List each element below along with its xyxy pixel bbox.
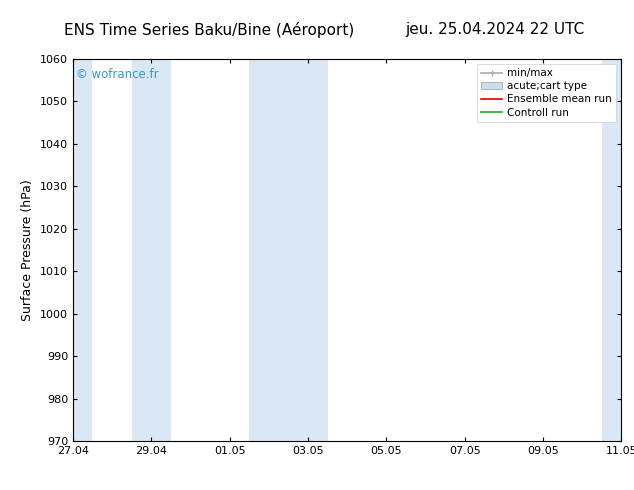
Bar: [73, 59, 93, 441]
Bar: [249, 59, 269, 441]
Bar: [269, 59, 328, 441]
Text: ENS Time Series Baku/Bine (Aéroport): ENS Time Series Baku/Bine (Aéroport): [64, 22, 354, 38]
Bar: [132, 59, 171, 441]
Bar: [602, 59, 621, 441]
Y-axis label: Surface Pressure (hPa): Surface Pressure (hPa): [22, 179, 34, 321]
Text: jeu. 25.04.2024 22 UTC: jeu. 25.04.2024 22 UTC: [405, 22, 584, 37]
Text: © wofrance.fr: © wofrance.fr: [75, 69, 158, 81]
Legend: min/max, acute;cart type, Ensemble mean run, Controll run: min/max, acute;cart type, Ensemble mean …: [477, 64, 616, 122]
